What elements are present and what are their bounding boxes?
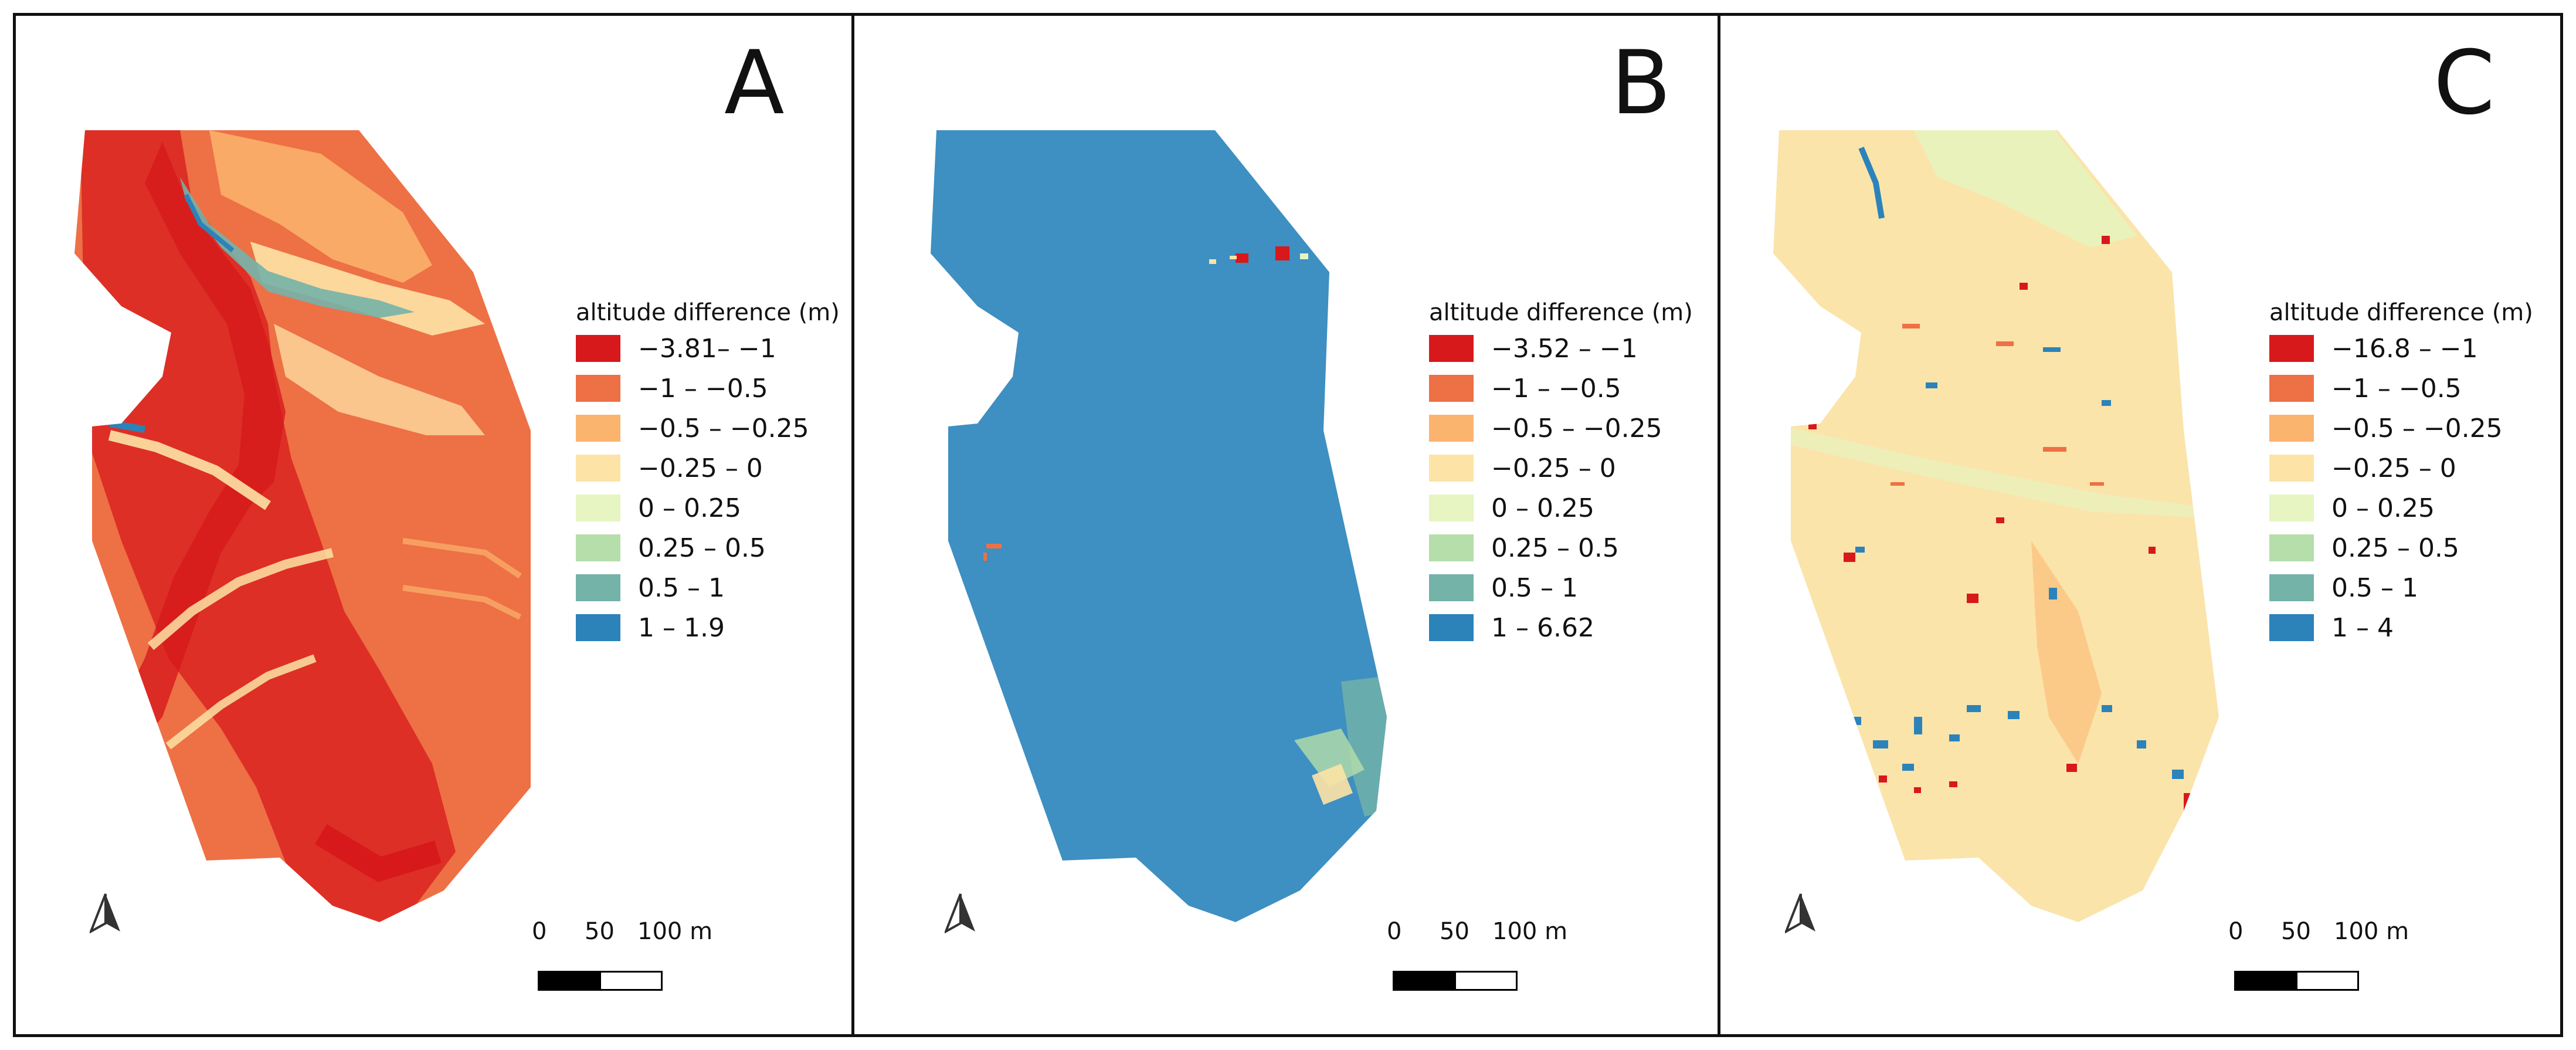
legend-label: 0 – 0.25 bbox=[2331, 493, 2435, 523]
legend-label: 0.25 – 0.5 bbox=[2331, 533, 2459, 563]
panel-divider bbox=[851, 13, 854, 1037]
legend-label: −0.25 – 0 bbox=[1491, 453, 1616, 483]
scale-label-end: 100 m bbox=[1492, 918, 1568, 945]
legend-label: 0 – 0.25 bbox=[638, 493, 741, 523]
legend-swatch bbox=[1429, 534, 1474, 561]
legend-label: 0 – 0.25 bbox=[1491, 493, 1594, 523]
legend-label: −3.52 – −1 bbox=[1491, 334, 1638, 364]
legend-swatch bbox=[1429, 375, 1474, 402]
north-arrow-icon bbox=[945, 893, 975, 934]
panel-b: B altitude difference (m) −3.52 – −1 −1 … bbox=[854, 13, 1718, 1037]
scale-bar: 0 50 100 m bbox=[520, 918, 712, 994]
north-arrow-icon bbox=[1785, 893, 1815, 934]
scale-segment-black bbox=[2234, 971, 2297, 991]
legend-label: 1 – 1.9 bbox=[638, 613, 725, 643]
scale-bar: 0 50 100 m bbox=[1375, 918, 1567, 994]
legend-swatch bbox=[576, 415, 620, 442]
panel-a: A altitude difference (m) −3.81– −1 −1 –… bbox=[16, 13, 851, 1037]
legend-label: 0.5 – 1 bbox=[1491, 573, 1578, 603]
legend-label: 1 – 4 bbox=[2331, 613, 2394, 643]
legend-swatch bbox=[2269, 494, 2314, 521]
legend-label: −0.25 – 0 bbox=[2331, 453, 2456, 483]
scale-label-mid: 50 bbox=[585, 918, 615, 945]
legend-label: −0.5 – −0.25 bbox=[1491, 414, 1662, 443]
altitude-difference-map bbox=[1773, 130, 2219, 922]
legend-swatch bbox=[1429, 574, 1474, 601]
legend-title: altitude difference (m) bbox=[2269, 299, 2533, 326]
legend-swatch bbox=[576, 375, 620, 402]
legend-swatch bbox=[2269, 375, 2314, 402]
north-arrow-icon bbox=[90, 893, 120, 934]
legend-swatch bbox=[2269, 574, 2314, 601]
legend-label: 0.25 – 0.5 bbox=[1491, 533, 1619, 563]
legend-label: 0.5 – 1 bbox=[2331, 573, 2418, 603]
legend-swatch bbox=[2269, 415, 2314, 442]
scale-segment-white bbox=[1454, 971, 1518, 991]
legend-label: −1 – −0.5 bbox=[638, 374, 768, 404]
legend-label: 0.25 – 0.5 bbox=[638, 533, 766, 563]
scale-segment-black bbox=[1393, 971, 1456, 991]
scale-segment-white bbox=[599, 971, 663, 991]
legend-label: 0.5 – 1 bbox=[638, 573, 725, 603]
legend-swatch bbox=[1429, 455, 1474, 482]
legend-title: altitude difference (m) bbox=[576, 299, 840, 326]
legend-swatch bbox=[2269, 335, 2314, 362]
legend-swatch bbox=[576, 494, 620, 521]
legend-swatch bbox=[2269, 534, 2314, 561]
legend-label: −0.25 – 0 bbox=[638, 453, 763, 483]
scale-segment-black bbox=[538, 971, 601, 991]
legend-label: −16.8 – −1 bbox=[2331, 334, 2478, 364]
scale-label-zero: 0 bbox=[2228, 918, 2244, 945]
legend-label: −0.5 – −0.25 bbox=[2331, 414, 2503, 443]
legend-swatch bbox=[2269, 455, 2314, 482]
legend-label: −1 – −0.5 bbox=[2331, 374, 2462, 404]
legend-swatch bbox=[576, 614, 620, 641]
scale-label-mid: 50 bbox=[1440, 918, 1469, 945]
scale-bar: 0 50 100 m bbox=[2217, 918, 2409, 994]
panel-letter: A bbox=[724, 32, 785, 134]
altitude-difference-map bbox=[74, 130, 531, 922]
legend-swatch bbox=[1429, 494, 1474, 521]
legend-label: −1 – −0.5 bbox=[1491, 374, 1621, 404]
legend-swatch bbox=[576, 455, 620, 482]
scale-label-mid: 50 bbox=[2281, 918, 2311, 945]
legend-swatch bbox=[576, 574, 620, 601]
panel-divider bbox=[1718, 13, 1720, 1037]
scale-label-zero: 0 bbox=[532, 918, 547, 945]
panel-letter: C bbox=[2434, 32, 2495, 134]
legend-swatch bbox=[2269, 614, 2314, 641]
legend-swatch bbox=[1429, 335, 1474, 362]
figure-frame bbox=[13, 13, 2563, 1037]
panel-letter: B bbox=[1611, 32, 1671, 134]
legend-swatch bbox=[1429, 415, 1474, 442]
scale-label-end: 100 m bbox=[2334, 918, 2409, 945]
altitude-difference-map bbox=[931, 130, 1387, 922]
legend-label: 1 – 6.62 bbox=[1491, 613, 1594, 643]
legend-swatch bbox=[576, 534, 620, 561]
legend-swatch bbox=[576, 335, 620, 362]
scale-segment-white bbox=[2296, 971, 2359, 991]
scale-label-end: 100 m bbox=[637, 918, 713, 945]
panel-c: C bbox=[1720, 13, 2563, 1037]
legend-swatch bbox=[1429, 614, 1474, 641]
scale-label-zero: 0 bbox=[1387, 918, 1402, 945]
legend-label: −0.5 – −0.25 bbox=[638, 414, 809, 443]
legend-label: −3.81– −1 bbox=[638, 334, 776, 364]
legend-title: altitude difference (m) bbox=[1429, 299, 1693, 326]
